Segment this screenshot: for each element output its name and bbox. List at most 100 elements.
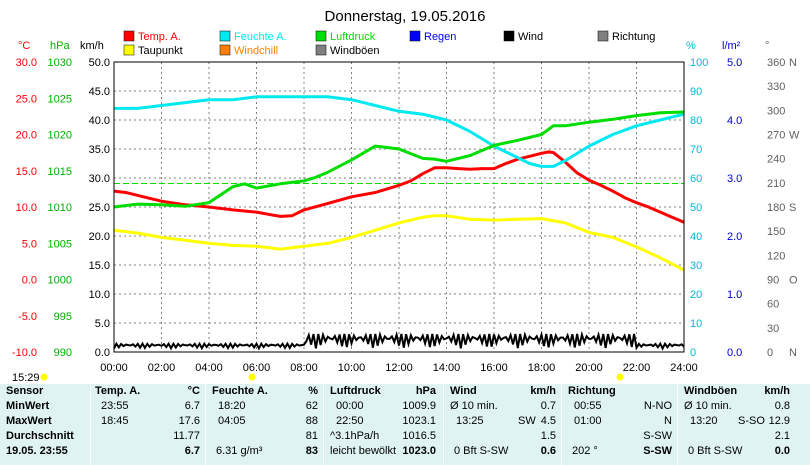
series-lines — [113, 95, 685, 272]
kmh-tick-label: 25.0 — [89, 202, 110, 214]
label-sensor: Sensor — [6, 385, 44, 397]
x-tick-label: 24:00 — [670, 362, 698, 374]
x-tick-label: 16:00 — [480, 362, 508, 374]
temp-tick-label: 0.0 — [22, 275, 37, 287]
legend-swatch — [219, 44, 231, 56]
wind-title: Wind — [450, 385, 477, 397]
rain-tick-label: 0.0 — [727, 347, 742, 359]
temp-tick-label: 15.0 — [16, 166, 37, 178]
hum-min-time: 18:20 — [218, 400, 246, 412]
hpa-tick-label: 1000 — [48, 275, 72, 287]
pct-tick-label: 70 — [690, 144, 702, 156]
rain-tick-label: 4.0 — [727, 115, 742, 127]
dir-tick-label: 240 — [767, 154, 785, 166]
pct-tick-label: 50 — [690, 202, 702, 214]
series-line-temp-a- — [113, 150, 685, 224]
x-tick-label: 00:00 — [100, 362, 128, 374]
pct-tick-label: 100 — [690, 57, 708, 69]
hpa-unit-label: hPa — [50, 40, 70, 52]
label-avg: Durchschnitt — [6, 430, 74, 442]
dir-tick-label: 300 — [767, 105, 785, 117]
gust-title: Windböen — [684, 385, 738, 397]
gust-unit: km/h — [764, 385, 790, 397]
dir-unit-label: ° — [765, 40, 769, 52]
wind-max-time: 13:25 — [456, 415, 484, 427]
press-trend: ^3.1hPa/h — [330, 430, 380, 442]
gust-bft: 0 Bft S-SW — [688, 445, 743, 457]
label-min: MinWert — [6, 400, 50, 412]
press-current: 1023.0 — [402, 445, 436, 457]
legend-swatch — [503, 30, 515, 42]
kmh-tick-label: 30.0 — [89, 173, 110, 185]
press-min: 1009.9 — [402, 400, 436, 412]
legend-label: Temp. A. — [138, 31, 181, 43]
x-tick-label: 10:00 — [338, 362, 366, 374]
hpa-tick-label: 1005 — [48, 238, 72, 250]
pct-tick-label: 30 — [690, 260, 702, 272]
dir-letter-label: W — [789, 130, 800, 142]
x-tick-label: 20:00 — [575, 362, 603, 374]
dir-tick-label: 0 — [767, 347, 773, 359]
hpa-tick-label: 990 — [54, 347, 72, 359]
hpa-tick-label: 995 — [54, 311, 72, 323]
press-min-time: 00:00 — [336, 400, 364, 412]
x-tick-label: 14:00 — [433, 362, 461, 374]
dir-tick-label: 120 — [767, 250, 785, 262]
hum-current: 83 — [305, 445, 318, 457]
legend-swatch — [123, 44, 135, 56]
series-line-luftdruck — [113, 110, 685, 209]
dir-letter-label: N — [789, 347, 797, 359]
rain-unit-label: l/m² — [722, 40, 741, 52]
hpa-tick-label: 1025 — [48, 93, 72, 105]
press-avg: 1016.5 — [402, 430, 436, 442]
dir-tick-label: 60 — [767, 299, 779, 311]
x-tick-label: 22:00 — [623, 362, 651, 374]
dir-min: N-NO — [643, 400, 672, 412]
temp-max: 17.6 — [178, 415, 200, 427]
x-tick-label: 02:00 — [148, 362, 176, 374]
wind-bars — [113, 330, 685, 351]
x-tick-label: 18:00 — [528, 362, 556, 374]
dir-current: S-SW — [643, 445, 672, 457]
hum-max: 88 — [305, 415, 318, 427]
dir-avg: S-SW — [643, 430, 672, 442]
kmh-tick-label: 35.0 — [89, 144, 110, 156]
kmh-tick-label: 40.0 — [89, 115, 110, 127]
temp-unit: °C — [187, 385, 200, 397]
sun-icon — [40, 373, 48, 381]
dir-max: N — [664, 415, 672, 427]
hum-min: 62 — [305, 400, 318, 412]
gust-min: 0.8 — [774, 400, 790, 412]
chart-title: Donnerstag, 19.05.2016 — [325, 8, 486, 25]
temp-unit-label: °C — [18, 40, 30, 52]
dir-tick-label: 360 — [767, 57, 785, 69]
x-tick-label: 12:00 — [385, 362, 413, 374]
series-line-feuchte-a- — [114, 95, 685, 168]
pct-tick-label: 10 — [690, 318, 702, 330]
legend-label: Wind — [518, 31, 543, 43]
hpa-tick-label: 1020 — [48, 130, 72, 142]
hpa-tick-label: 1015 — [48, 166, 72, 178]
legend-swatch — [315, 30, 327, 42]
gust-max: 12.9 — [768, 415, 790, 427]
legend-swatch — [123, 30, 135, 42]
dir-min-time: 00:55 — [574, 400, 602, 412]
pct-tick-label: 60 — [690, 173, 702, 185]
temp-avg: 11.77 — [173, 430, 200, 442]
wind-min: 0.7 — [540, 400, 556, 412]
kmh-tick-label: 0.0 — [95, 347, 110, 359]
legend-swatch — [219, 30, 231, 42]
legend-label: Taupunkt — [138, 45, 183, 57]
legend-label: Regen — [424, 31, 456, 43]
temp-min-time: 23:55 — [101, 400, 129, 412]
wind-unit: km/h — [530, 385, 556, 397]
temp-tick-label: 25.0 — [16, 93, 37, 105]
press-title: Luftdruck — [330, 385, 381, 397]
current-time: 15:29 — [12, 372, 40, 384]
plot-frame — [113, 61, 685, 353]
kmh-tick-label: 15.0 — [89, 260, 110, 272]
dir-letter-label: N — [789, 57, 797, 69]
kmh-tick-label: 5.0 — [95, 318, 110, 330]
legend-swatch — [409, 30, 421, 42]
legend-swatch — [597, 30, 609, 42]
